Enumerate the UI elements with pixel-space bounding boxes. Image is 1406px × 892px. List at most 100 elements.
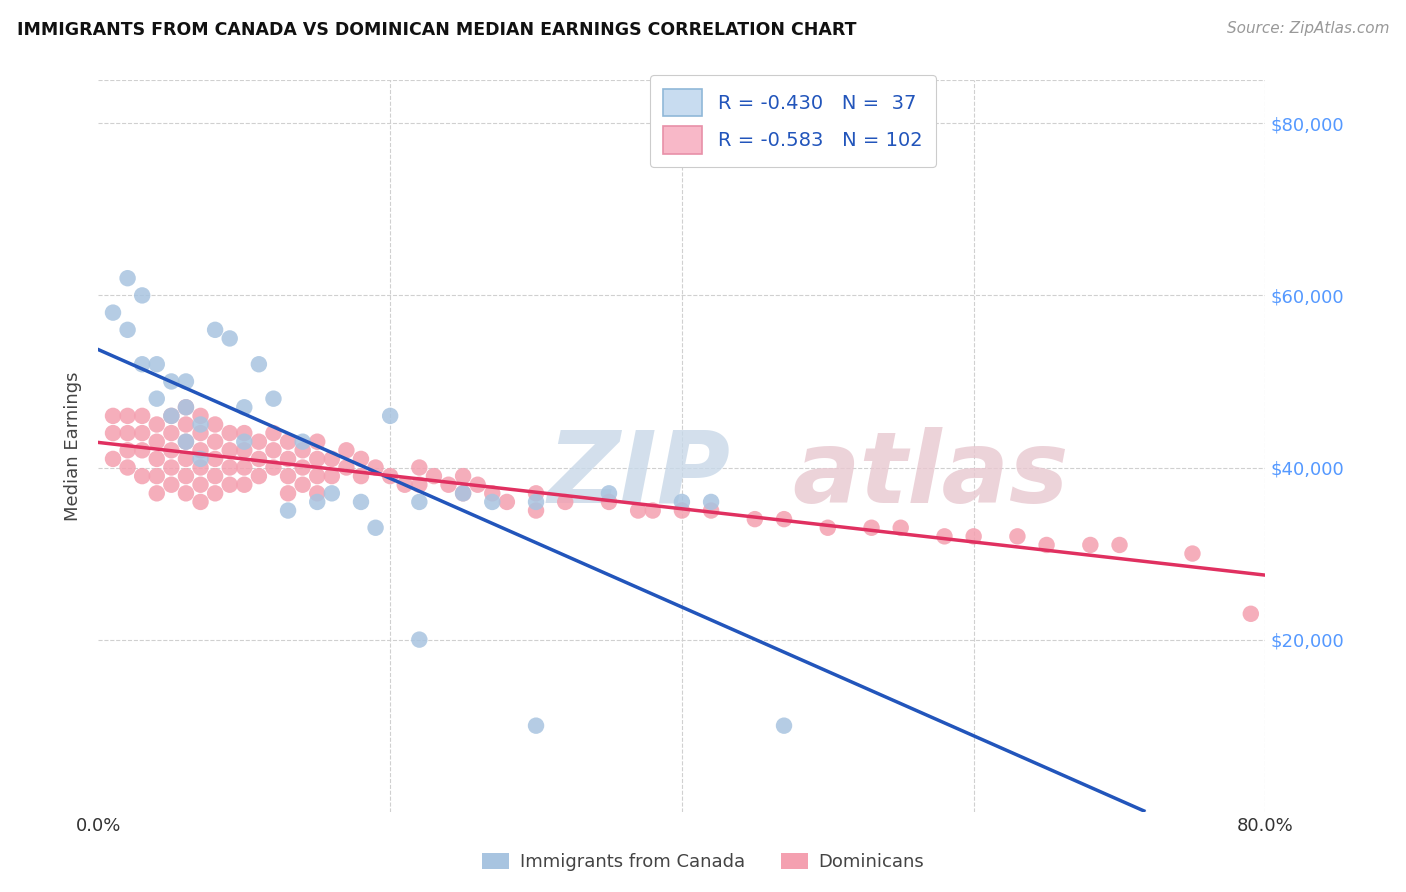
Point <box>101 426 124 441</box>
Point <box>451 469 474 483</box>
Text: Source: ZipAtlas.com: Source: ZipAtlas.com <box>1226 21 1389 36</box>
Point <box>291 460 314 475</box>
Point <box>277 503 299 517</box>
Point <box>364 460 387 475</box>
Point <box>218 460 240 475</box>
Point <box>773 512 796 526</box>
Point <box>174 417 197 432</box>
Point <box>598 495 620 509</box>
Point <box>394 477 416 491</box>
Point <box>101 305 124 319</box>
Point <box>817 521 839 535</box>
Point <box>204 469 226 483</box>
Point <box>190 495 212 509</box>
Point <box>146 469 169 483</box>
Point <box>291 434 314 449</box>
Point <box>174 434 197 449</box>
Point <box>131 469 153 483</box>
Y-axis label: Median Earnings: Median Earnings <box>65 371 83 521</box>
Point <box>262 426 284 441</box>
Point <box>262 392 284 406</box>
Point <box>190 451 212 466</box>
Point <box>233 434 256 449</box>
Point <box>1240 607 1263 621</box>
Point <box>321 469 343 483</box>
Point <box>451 486 474 500</box>
Point <box>117 426 139 441</box>
Point <box>451 486 474 500</box>
Point <box>233 477 256 491</box>
Point <box>524 503 547 517</box>
Point <box>204 323 226 337</box>
Point <box>218 426 240 441</box>
Point <box>247 434 270 449</box>
Point <box>481 495 503 509</box>
Point <box>190 477 212 491</box>
Point <box>321 451 343 466</box>
Point <box>174 375 197 389</box>
Point <box>364 521 387 535</box>
Point <box>524 719 547 733</box>
Point <box>204 417 226 432</box>
Point <box>160 375 183 389</box>
Point <box>117 443 139 458</box>
Point <box>627 503 650 517</box>
Point <box>233 460 256 475</box>
Point <box>277 486 299 500</box>
Point <box>174 469 197 483</box>
Point <box>160 409 183 423</box>
Point <box>380 469 402 483</box>
Point <box>262 443 284 458</box>
Point <box>1108 538 1130 552</box>
Point <box>335 443 357 458</box>
Point <box>190 443 212 458</box>
Point <box>700 495 723 509</box>
Point <box>335 460 357 475</box>
Point <box>218 443 240 458</box>
Point <box>146 451 169 466</box>
Point <box>408 477 430 491</box>
Point <box>146 434 169 449</box>
Point <box>247 357 270 371</box>
Point <box>174 401 197 415</box>
Point <box>233 426 256 441</box>
Point <box>962 529 984 543</box>
Point <box>262 460 284 475</box>
Point <box>307 451 329 466</box>
Point <box>321 486 343 500</box>
Point <box>117 409 139 423</box>
Point <box>860 521 883 535</box>
Point <box>117 323 139 337</box>
Point <box>131 426 153 441</box>
Point <box>174 486 197 500</box>
Point <box>890 521 912 535</box>
Point <box>233 443 256 458</box>
Point <box>408 632 430 647</box>
Legend: Immigrants from Canada, Dominicans: Immigrants from Canada, Dominicans <box>474 846 932 879</box>
Point <box>291 443 314 458</box>
Point <box>160 477 183 491</box>
Point <box>146 357 169 371</box>
Point <box>307 495 329 509</box>
Point <box>1181 547 1204 561</box>
Point <box>671 495 693 509</box>
Point <box>481 486 503 500</box>
Point <box>307 434 329 449</box>
Point <box>160 443 183 458</box>
Point <box>160 460 183 475</box>
Point <box>291 477 314 491</box>
Point <box>160 409 183 423</box>
Point <box>204 434 226 449</box>
Point <box>247 469 270 483</box>
Point <box>307 486 329 500</box>
Point <box>117 460 139 475</box>
Point <box>190 426 212 441</box>
Point <box>146 486 169 500</box>
Point <box>350 469 373 483</box>
Point <box>524 495 547 509</box>
Point <box>671 503 693 517</box>
Point <box>307 469 329 483</box>
Point <box>641 503 664 517</box>
Point <box>277 451 299 466</box>
Text: ZIP: ZIP <box>548 426 731 524</box>
